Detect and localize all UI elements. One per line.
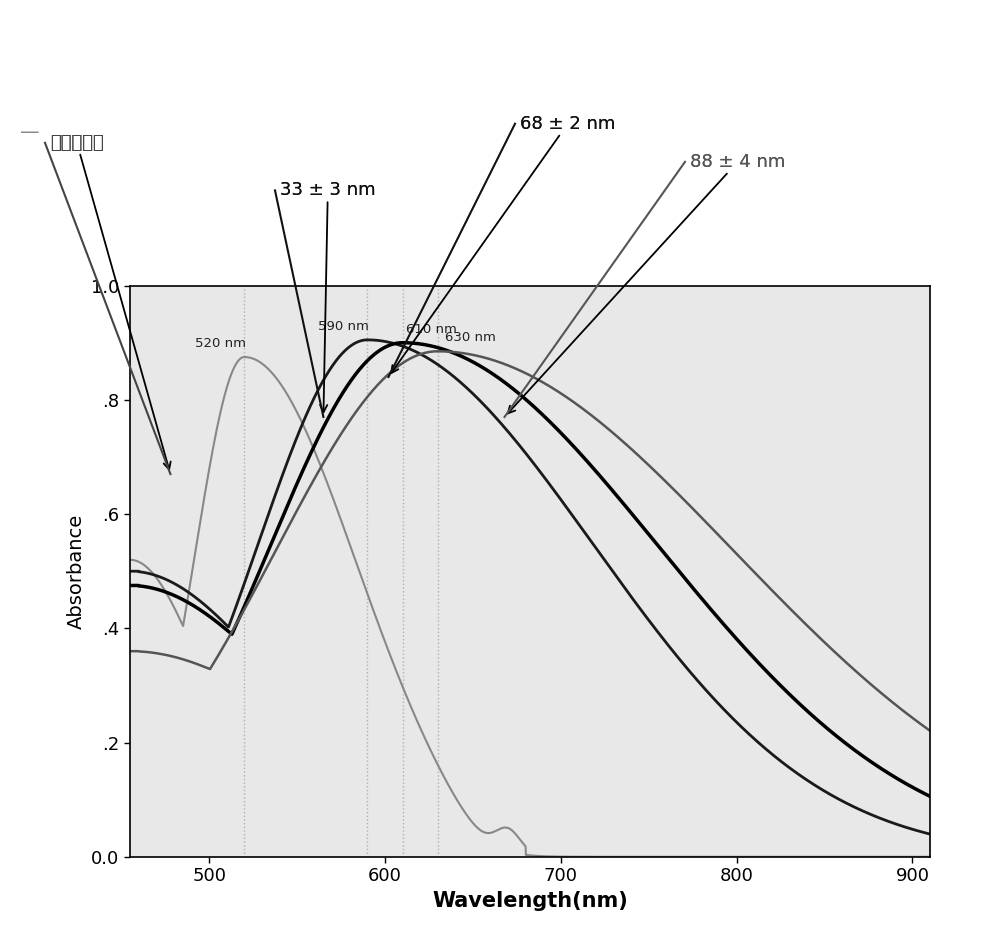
Text: 520 nm: 520 nm	[195, 337, 246, 350]
Text: 68 ± 2 nm: 68 ± 2 nm	[391, 115, 615, 373]
Text: 88 ± 4 nm: 88 ± 4 nm	[690, 153, 785, 170]
Text: 33 ± 3 nm: 33 ± 3 nm	[280, 182, 376, 412]
Text: 88 ± 4 nm: 88 ± 4 nm	[508, 153, 785, 413]
Y-axis label: Absorbance: Absorbance	[67, 513, 86, 629]
Text: 590 nm: 590 nm	[318, 320, 369, 333]
X-axis label: Wavelength(nm): Wavelength(nm)	[432, 891, 628, 911]
Text: 68 ± 2 nm: 68 ± 2 nm	[520, 115, 615, 132]
Text: 胶体金种子: 胶体金种子	[50, 134, 171, 469]
Text: 胶体金种子: 胶体金种子	[50, 134, 104, 151]
Text: 610 nm: 610 nm	[406, 323, 457, 336]
Text: 630 nm: 630 nm	[445, 331, 496, 345]
Text: 33 ± 3 nm: 33 ± 3 nm	[280, 182, 376, 199]
Text: —: —	[20, 123, 40, 142]
